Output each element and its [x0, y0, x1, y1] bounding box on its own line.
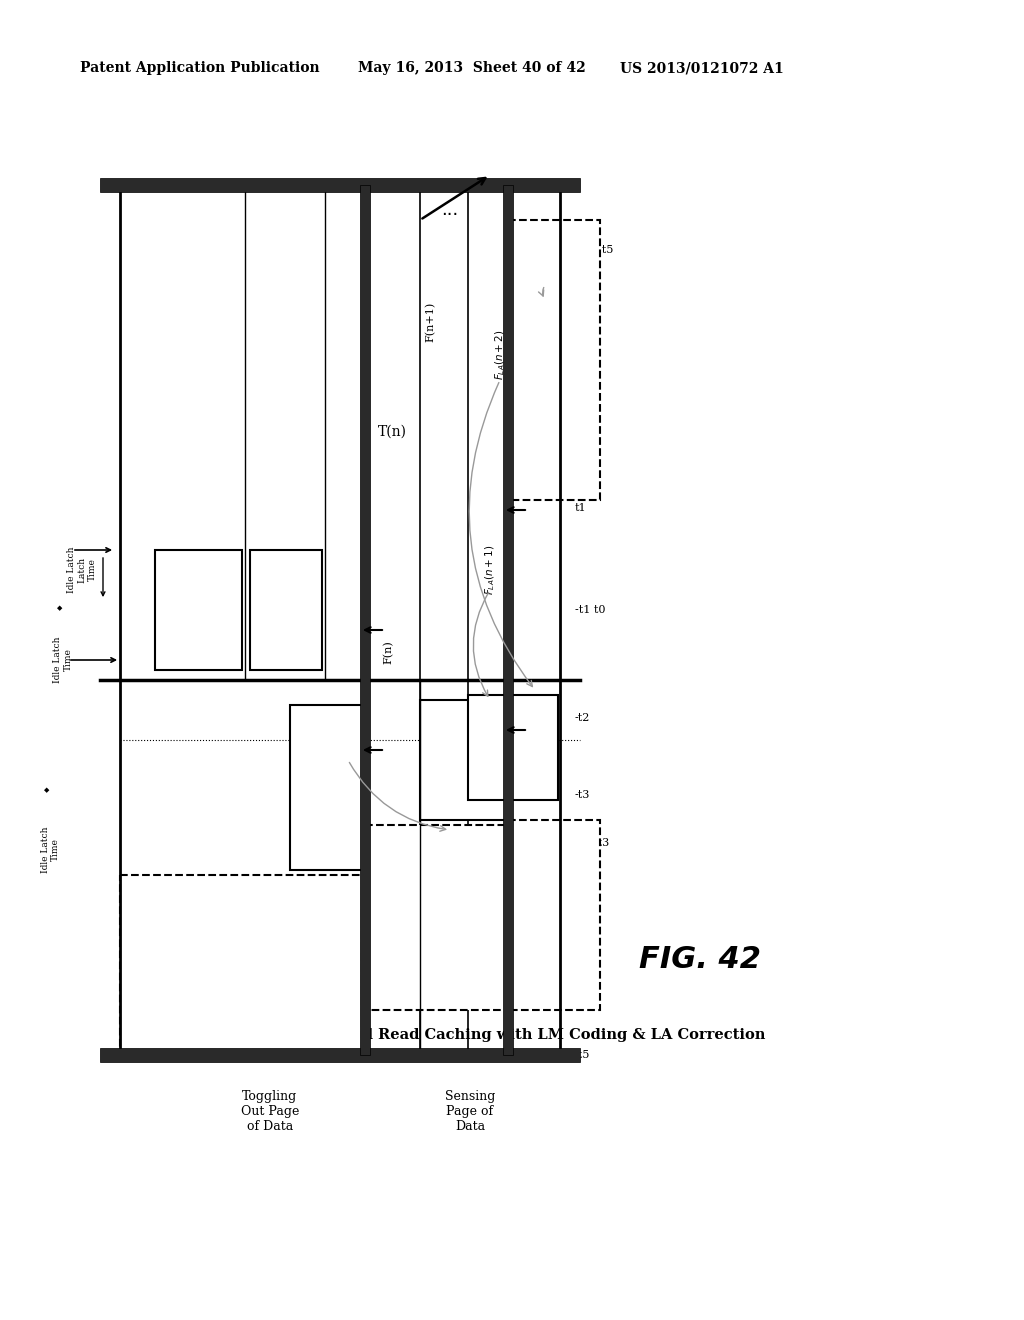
Text: $(n+3)$: $(n+3)$	[555, 343, 568, 376]
Text: -t3: -t3	[575, 789, 591, 800]
Text: $S_{LA}$: $S_{LA}$	[539, 351, 553, 368]
Text: ...: ...	[441, 201, 459, 219]
Text: t1: t1	[575, 503, 587, 513]
Bar	[360, 185, 370, 1055]
Text: $F_{LA}(n)$: $F_{LA}(n)$	[341, 714, 354, 746]
Bar	[155, 550, 242, 671]
Text: Time: Time	[63, 648, 73, 672]
Text: -t4 -t3: -t4 -t3	[575, 838, 609, 847]
Text: ◆: ◆	[57, 605, 62, 611]
Bar	[503, 185, 513, 1055]
Text: T(n+1): T(n+1)	[512, 455, 556, 469]
Text: $F_{LA}(n+2)$: $F_{LA}(n+2)$	[494, 330, 507, 380]
Text: T(n): T(n)	[378, 425, 407, 440]
Bar	[100, 1048, 580, 1063]
Text: Improved Read Caching with LM Coding & LA Correction: Improved Read Caching with LM Coding & L…	[295, 1028, 765, 1041]
Text: $S_1'(n)$: $S_1'(n)$	[318, 774, 334, 801]
Text: $(n+2)$: $(n+2)$	[555, 899, 568, 932]
Text: May 16, 2013  Sheet 40 of 42: May 16, 2013 Sheet 40 of 42	[358, 61, 586, 75]
Text: $S_{LA}$: $S_{LA}$	[539, 907, 553, 924]
Text: $(n+1)$: $(n+1)$	[436, 900, 450, 933]
Bar	[365, 825, 506, 1010]
Bar	[100, 178, 580, 191]
Text: F(n+2): F(n+2)	[520, 247, 530, 288]
Text: Sensing
Page of
Data: Sensing Page of Data	[444, 1090, 496, 1133]
Text: t2: t2	[575, 403, 587, 413]
Bar	[508, 220, 600, 500]
Text: -t5: -t5	[575, 1049, 591, 1060]
Bar	[508, 820, 600, 1010]
Text: F(n): F(n)	[383, 640, 393, 664]
Bar	[420, 700, 506, 820]
Text: $F_{LA}(n+3)$: $F_{LA}(n+3)$	[539, 235, 552, 285]
Text: Latch: Latch	[78, 557, 86, 583]
Text: $F_{LA}(n+1)$: $F_{LA}(n+1)$	[483, 545, 497, 595]
Text: Time: Time	[50, 838, 59, 862]
Text: Idle Latch: Idle Latch	[53, 636, 62, 684]
Text: $S_1'(n+1)$: $S_1'(n+1)$	[456, 737, 471, 783]
Text: Toggling
Out Page
of Data: Toggling Out Page of Data	[241, 1090, 299, 1133]
Bar	[290, 705, 362, 870]
Text: FIG. 42: FIG. 42	[639, 945, 761, 974]
Text: Patent Application Publication: Patent Application Publication	[80, 61, 319, 75]
Bar	[468, 696, 558, 800]
Text: Time: Time	[87, 558, 96, 581]
Text: F(n+1): F(n+1)	[425, 302, 435, 342]
Text: Idle Latch: Idle Latch	[68, 546, 77, 593]
Text: -t1 t0: -t1 t0	[575, 605, 605, 615]
Bar	[120, 875, 362, 1049]
Text: t3t4 t5: t3t4 t5	[575, 246, 613, 255]
Text: $S_{LA}$: $S_{LA}$	[420, 908, 434, 925]
Text: ◆: ◆	[44, 787, 50, 793]
Bar	[250, 550, 322, 671]
Text: -t2: -t2	[575, 713, 591, 723]
Text: $S_{LA}(n)$: $S_{LA}(n)$	[234, 946, 248, 978]
Text: Idle Latch: Idle Latch	[41, 826, 49, 874]
Text: US 2013/0121072 A1: US 2013/0121072 A1	[620, 61, 783, 75]
Text: $S_1'(n+2)$: $S_1'(n+2)$	[505, 723, 520, 771]
